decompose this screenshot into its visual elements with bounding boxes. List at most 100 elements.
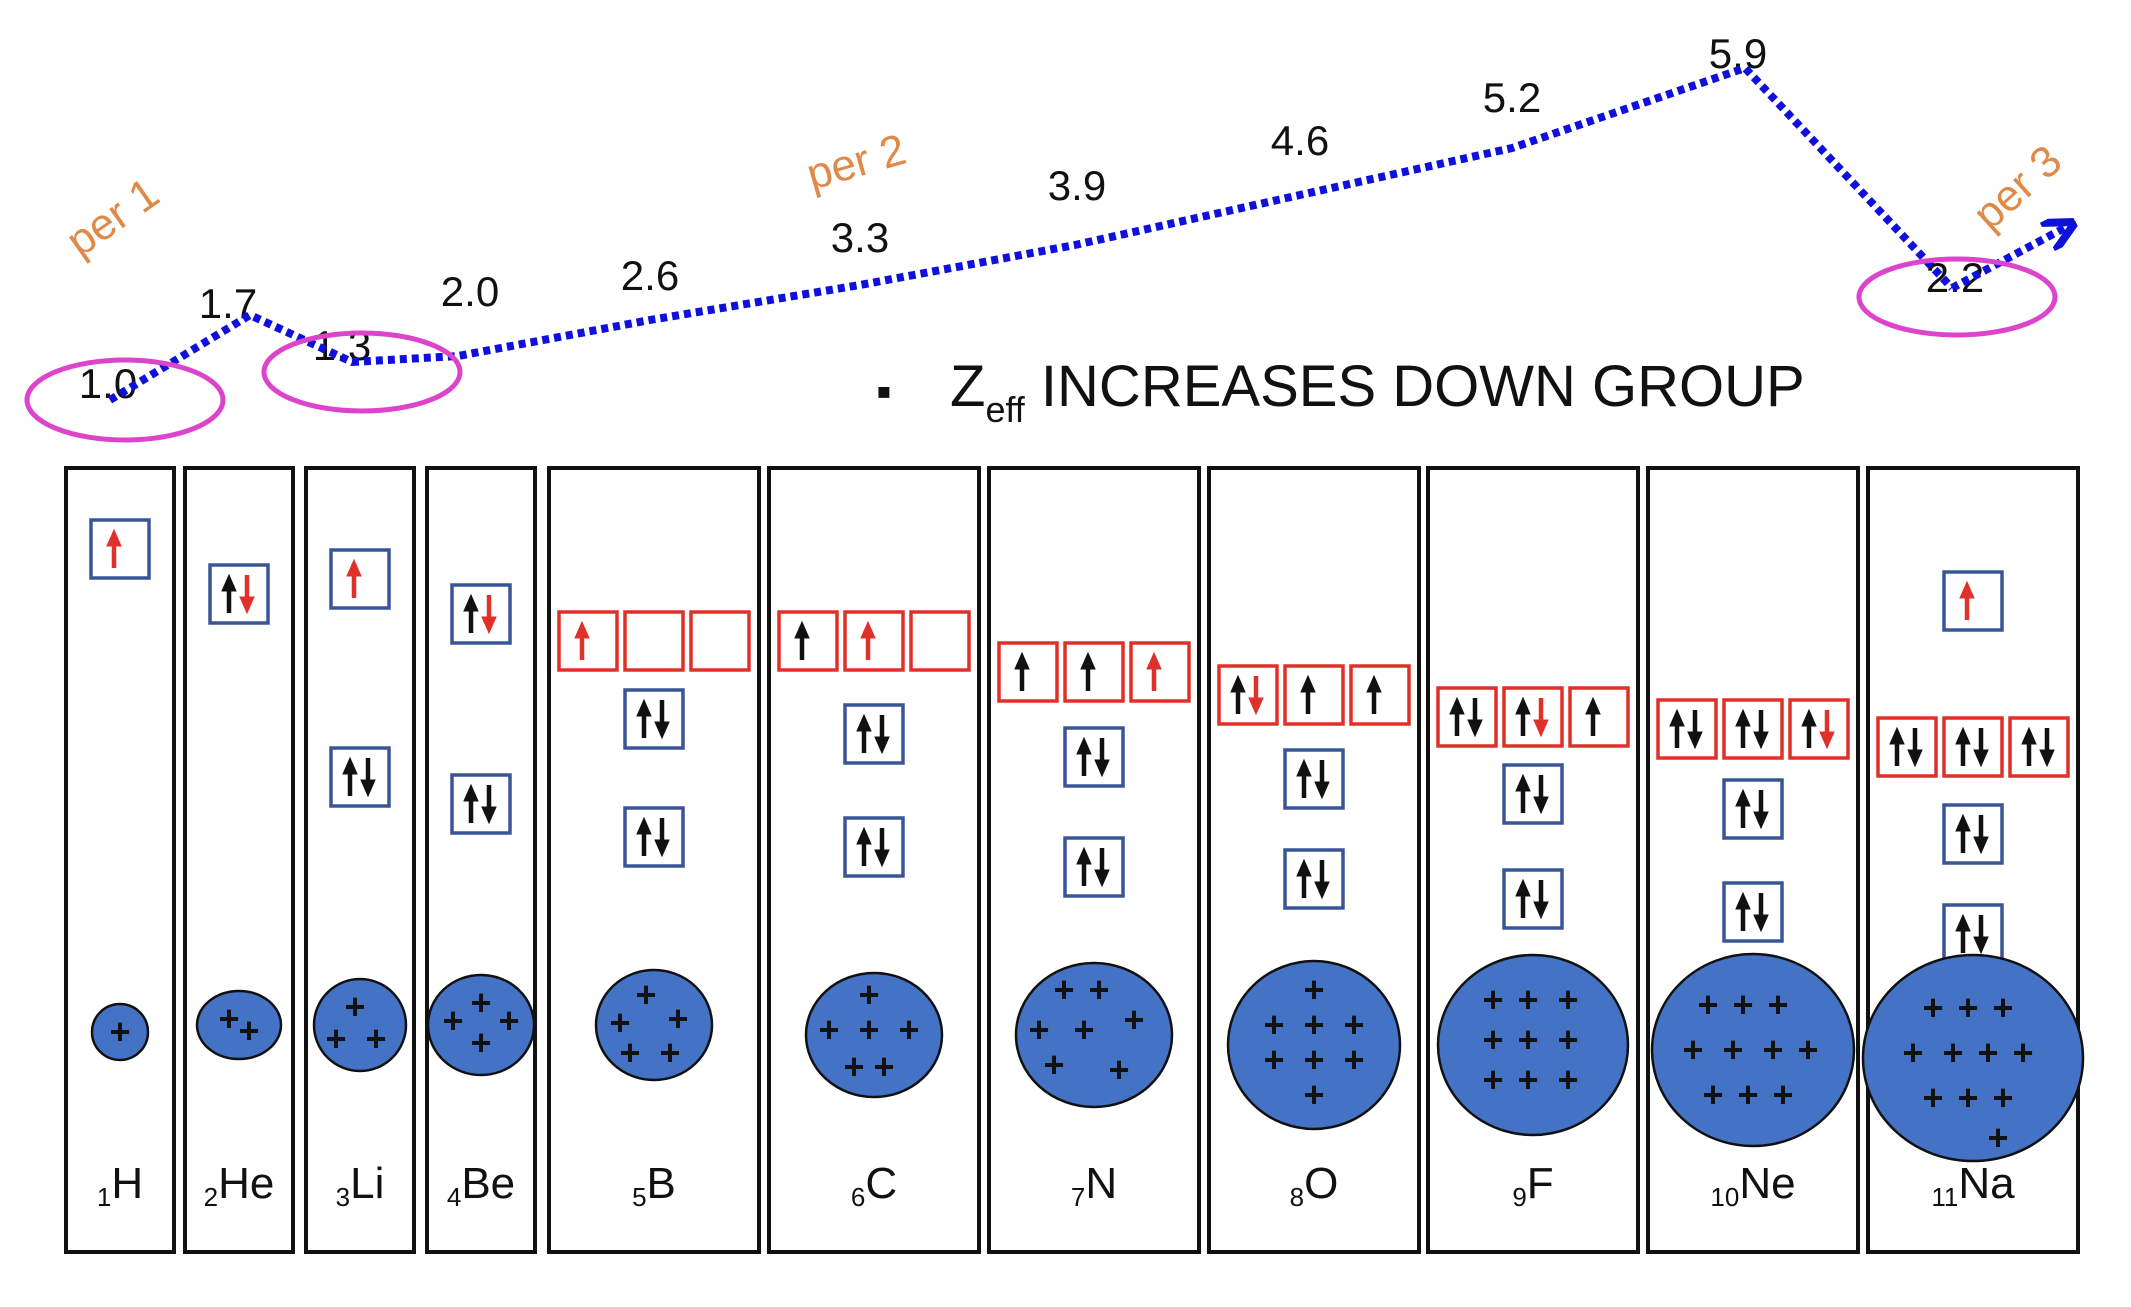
orbital-box <box>1129 641 1191 703</box>
nucleus <box>195 989 283 1061</box>
spin-up-arrow <box>1669 708 1685 748</box>
spin-up-arrow <box>1449 696 1465 736</box>
orbital-frame <box>843 610 905 672</box>
orbital-box <box>557 610 619 672</box>
orbital-box <box>777 610 839 672</box>
spin-up-arrow <box>1735 788 1751 828</box>
element-panel-c: ++ + ++ +6C <box>767 466 981 1254</box>
spin-up-arrow <box>856 826 872 866</box>
orbital-frame <box>1283 848 1345 910</box>
orbital-box <box>1722 778 1784 840</box>
orbital-box <box>1876 716 1938 778</box>
atomic-number: 5 <box>632 1182 646 1212</box>
spin-down-arrow <box>1467 698 1483 738</box>
orbital-frame <box>1876 716 1938 778</box>
orbital-frame <box>777 610 839 672</box>
spin-up-arrow <box>106 528 122 568</box>
atomic-number: 1 <box>97 1182 111 1212</box>
orbital-frame <box>1942 570 2004 632</box>
proton-plus: + <box>1557 1019 1578 1060</box>
element-label: 11Na <box>1931 1159 2015 1212</box>
spin-up-arrow <box>346 558 362 598</box>
element-symbol: Na <box>1958 1159 2015 1208</box>
spin-up-arrow <box>1889 726 1905 766</box>
zeff-note: ▪ Zeff INCREASES DOWN GROUP <box>876 354 1805 430</box>
proton-plus: + <box>1772 1074 1793 1115</box>
spin-up-arrow <box>1076 846 1092 886</box>
orbital-frame <box>450 773 512 835</box>
trend-value-label: 1.0 <box>79 360 137 407</box>
element-label: 4Be <box>447 1159 515 1212</box>
trend-values: 1.01.71.32.0 2.63.33.94.65.25.92.2 <box>79 30 1984 407</box>
spin-down-arrow <box>2039 728 2055 768</box>
proton-plus: + <box>1108 1049 1129 1090</box>
proton-plus: + <box>667 998 688 1039</box>
orbital-box <box>1722 881 1784 943</box>
nucleus <box>1014 961 1174 1109</box>
spin-up-arrow <box>794 620 810 660</box>
spin-up-arrow <box>1300 674 1316 714</box>
atomic-number: 7 <box>1071 1182 1085 1212</box>
proton-plus: + <box>1992 1077 2013 1118</box>
element-label: 2He <box>204 1159 275 1212</box>
proton-plus: + <box>1343 1039 1364 1080</box>
proton-plus: + <box>619 1032 640 1073</box>
period-label-2: per 2 <box>801 125 911 200</box>
orbital-frame <box>909 610 971 672</box>
proton-plus: + <box>1043 1044 1064 1085</box>
element-symbol: Be <box>461 1159 515 1208</box>
nucleus <box>594 968 714 1082</box>
nucleus <box>804 971 944 1099</box>
spin-down-arrow <box>1314 760 1330 800</box>
proton-plus: + <box>1557 979 1578 1020</box>
proton-plus: + <box>1942 1032 1963 1073</box>
atomic-number: 6 <box>851 1182 865 1212</box>
proton-plus: + <box>498 1000 519 1041</box>
proton-plus: + <box>635 974 656 1015</box>
trend-value-label: 2.6 <box>621 252 679 299</box>
proton-plus: + <box>442 1000 463 1041</box>
proton-plus: + <box>858 974 879 1015</box>
proton-plus: + <box>1482 1059 1503 1100</box>
atomic-number: 9 <box>1512 1182 1526 1212</box>
orbital-frame <box>843 816 905 878</box>
proton-plus: + <box>1303 1039 1324 1080</box>
spin-down-arrow <box>1753 710 1769 750</box>
orbital-box <box>450 583 512 645</box>
spin-down-arrow <box>1094 848 1110 888</box>
proton-plus: + <box>1517 1019 1538 1060</box>
proton-plus: + <box>1123 999 1144 1040</box>
orbital-box <box>843 610 905 672</box>
orbital-box <box>1722 698 1784 760</box>
element-panel-be: ++ ++4Be <box>425 466 537 1254</box>
orbital-frame <box>1502 763 1564 825</box>
spin-up-arrow <box>1735 708 1751 748</box>
orbital-box <box>1217 664 1279 726</box>
spin-down-arrow <box>481 785 497 825</box>
element-panel-o: ++ + ++ + ++8O <box>1207 466 1421 1254</box>
element-label: 1H <box>97 1159 143 1212</box>
proton-plus: + <box>109 1011 130 1052</box>
element-symbol: Li <box>350 1159 384 1208</box>
orbital-box <box>329 746 391 808</box>
proton-plus: + <box>609 1002 630 1043</box>
orbital-frame <box>1283 664 1345 726</box>
atomic-number: 3 <box>336 1182 350 1212</box>
element-panel-li: ++ +3Li <box>304 466 416 1254</box>
spin-up-arrow <box>574 620 590 660</box>
orbital-box <box>1283 664 1345 726</box>
spin-down-arrow <box>1094 738 1110 778</box>
spin-down-arrow <box>1973 915 1989 955</box>
proton-plus: + <box>1957 987 1978 1028</box>
nucleus <box>426 973 536 1077</box>
orbital-box <box>623 610 685 672</box>
orbital-box <box>1063 641 1125 703</box>
spin-down-arrow <box>1314 860 1330 900</box>
proton-plus: + <box>1557 1059 1578 1100</box>
orbital-frame <box>623 806 685 868</box>
proton-plus: + <box>344 986 365 1027</box>
spin-up-arrow <box>463 593 479 633</box>
orbital-frame <box>1722 881 1784 943</box>
element-label: 6C <box>851 1159 897 1212</box>
panel-frame <box>1207 466 1421 1254</box>
